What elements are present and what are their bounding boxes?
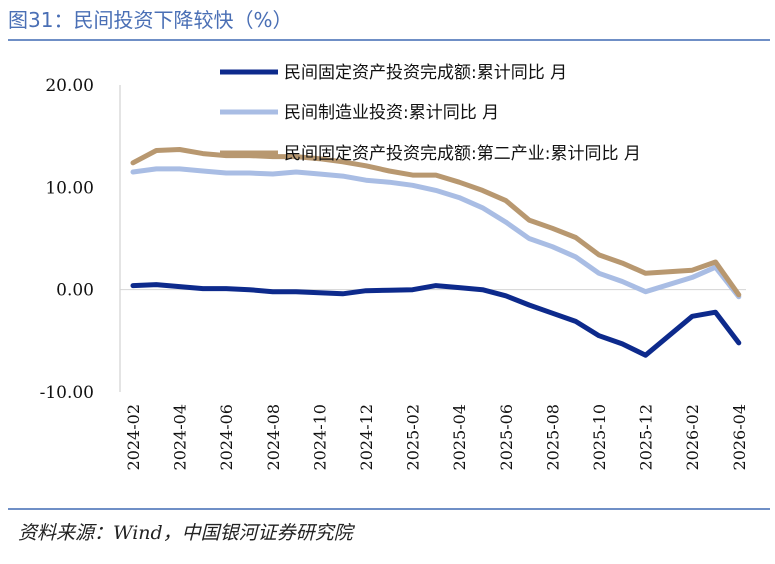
x-tick-label: 2025-12 xyxy=(637,404,656,470)
x-tick-label: 2024-02 xyxy=(124,404,143,470)
series-line-2 xyxy=(130,166,742,300)
x-tick-label: 2025-04 xyxy=(450,404,469,470)
legend-label-3: 民间固定资产投资完成额:第二产业:累计同比 月 xyxy=(284,144,641,164)
y-tick-label: -10.00 xyxy=(40,383,94,403)
legend-label-1: 民间固定资产投资完成额:累计同比 月 xyxy=(284,63,567,83)
bottom-rule xyxy=(8,508,770,510)
x-tick-label: 2025-08 xyxy=(543,404,562,470)
y-axis: -10.00 0.00 10.00 20.00 xyxy=(40,76,121,403)
x-tick-label: 2025-06 xyxy=(497,404,516,470)
x-tick-label: 2024-04 xyxy=(171,404,190,470)
top-rule xyxy=(8,39,770,41)
x-tick-label: 2026-02 xyxy=(683,404,702,470)
figure-title: 图31：民间投资下降较快（%） xyxy=(8,8,293,32)
source-note: 资料来源：Wind，中国银河证券研究院 xyxy=(18,522,353,544)
x-tick-label: 2026-04 xyxy=(730,404,749,470)
series-line-1 xyxy=(130,282,742,358)
x-tick-label: 2024-12 xyxy=(357,404,376,470)
x-tick-label: 2025-02 xyxy=(404,404,423,470)
legend-label-2: 民间制造业投资:累计同比 月 xyxy=(284,103,499,123)
x-tick-label: 2025-10 xyxy=(590,404,609,470)
x-axis: 2024-02 2024-04 2024-06 2024-08 2024-10 2024-… xyxy=(120,289,749,470)
x-tick-label: 2024-06 xyxy=(217,404,236,470)
series-lines xyxy=(130,147,742,358)
series-line-3 xyxy=(130,147,742,298)
y-tick-label: 10.00 xyxy=(45,178,94,198)
y-tick-label: 20.00 xyxy=(45,76,94,96)
x-tick-label: 2024-08 xyxy=(264,404,283,470)
x-tick-label: 2024-10 xyxy=(310,404,329,470)
y-tick-label: 0.00 xyxy=(56,281,94,301)
